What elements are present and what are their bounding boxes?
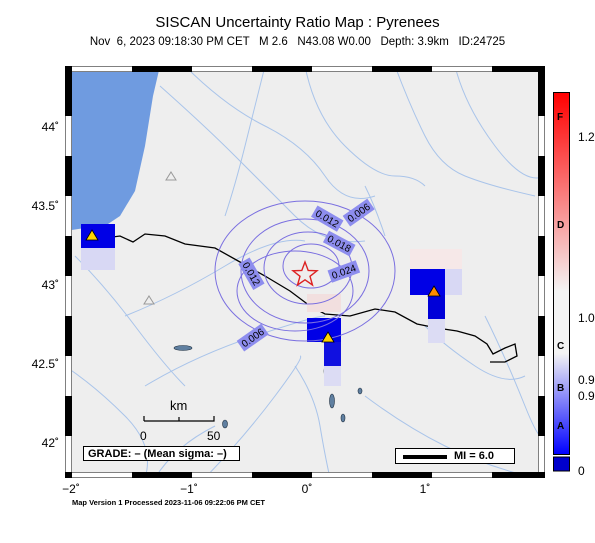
scale-tick: 50	[207, 429, 221, 443]
grade-letter: B	[557, 383, 565, 394]
colorbar	[553, 92, 570, 472]
event-info: Nov 6, 2023 09:18:30 PM CET M 2.6 N43.08…	[89, 36, 506, 48]
colorbar-value: 0.9	[578, 389, 595, 403]
lon-label: 0˚	[301, 482, 313, 496]
stations	[85, 229, 441, 343]
footer-processed: Map Version 1 Processed 2023-11-06 09:22…	[72, 498, 266, 507]
colorbar-value: 1.0	[578, 311, 595, 325]
grade-letter: F	[557, 112, 564, 123]
mi-line	[403, 455, 447, 459]
station-icon	[321, 331, 335, 343]
grade-box: GRADE: – (Mean sigma: –)	[83, 446, 240, 461]
station-icon	[427, 285, 441, 297]
lat-label: 43.5˚	[31, 199, 59, 213]
grade-letter: C	[557, 341, 565, 352]
lon-label: −2˚	[62, 482, 80, 496]
grid-cells	[81, 224, 462, 386]
mi-legend: MI = 6.0	[395, 448, 515, 464]
uncertainty-map: 0.006 0.012 0.018 0.024 0.012 0.006	[65, 66, 545, 478]
reference-triangles	[143, 171, 177, 305]
station-icon	[85, 229, 99, 241]
grade-letter: A	[557, 421, 565, 432]
contours	[214, 200, 396, 342]
map-title: SISCAN Uncertainty Ratio Map : Pyrenees	[155, 14, 440, 31]
colorbar-value: 0.9	[578, 373, 595, 387]
lon-label: 1˚	[419, 482, 431, 496]
lat-label: 44˚	[41, 120, 59, 134]
epicenter-star-icon	[291, 260, 319, 287]
sea-area	[65, 66, 160, 231]
colorbar-value: 1.2	[578, 130, 595, 144]
mi-label: MI = 6.0	[454, 450, 495, 462]
lon-label: −1˚	[180, 482, 198, 496]
lat-label: 42.5˚	[31, 357, 59, 371]
border-line	[86, 233, 518, 363]
map-frame	[65, 66, 545, 478]
scale-tick: 0	[140, 429, 147, 443]
grade-letter: D	[557, 220, 565, 231]
scale-unit: km	[170, 398, 188, 413]
scale-bar	[143, 416, 215, 422]
lat-label: 43˚	[41, 278, 59, 292]
lat-label: 42˚	[41, 436, 59, 450]
colorbar-value: 0	[578, 464, 585, 478]
